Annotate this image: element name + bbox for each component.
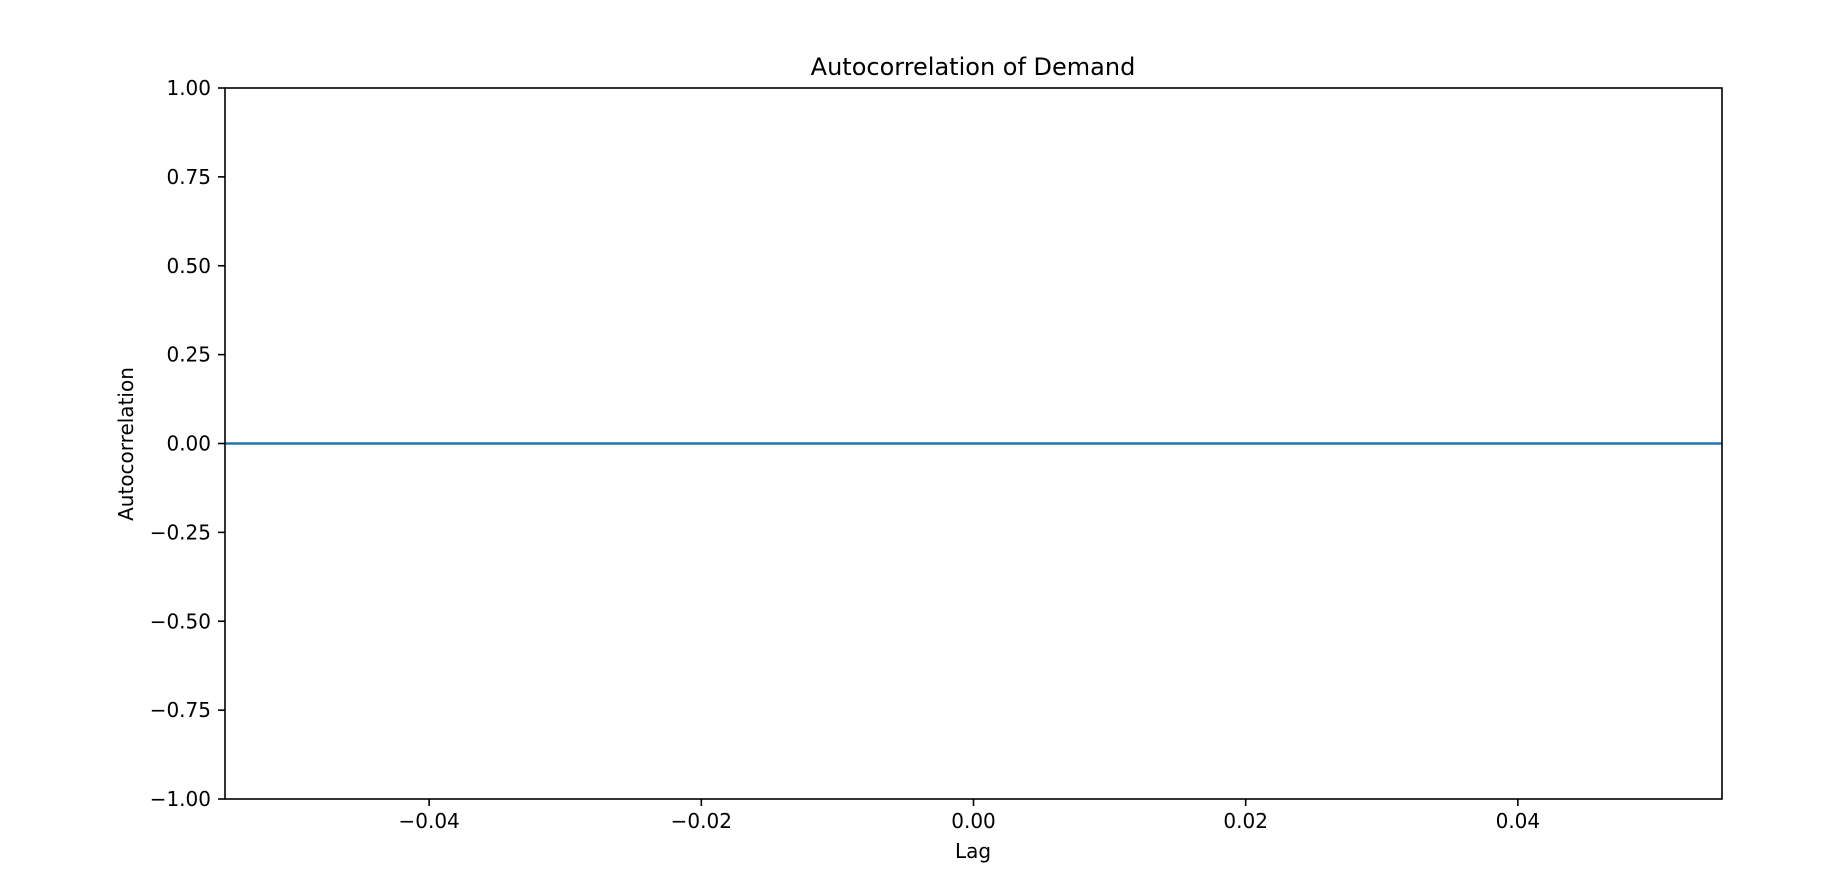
- x-tick-label: 0.00: [951, 809, 996, 833]
- y-tick-label: −1.00: [150, 787, 211, 811]
- x-tick-label: 0.02: [1223, 809, 1268, 833]
- y-tick-label: −0.75: [150, 698, 211, 722]
- x-axis: −0.04 −0.02 0.00 0.02 0.04: [398, 799, 1540, 833]
- y-tick-label: 0.25: [166, 343, 211, 367]
- y-axis: 1.00 0.75 0.50 0.25 0.00 −0.25 −0.50 −0.75 −1.00: [150, 76, 225, 811]
- x-tick-label: 0.04: [1496, 809, 1541, 833]
- y-tick-label: 0.50: [166, 254, 211, 278]
- y-tick-label: −0.50: [150, 609, 211, 633]
- y-tick-label: 0.75: [166, 165, 211, 189]
- y-tick-label: −0.25: [150, 520, 211, 544]
- chart-title: Autocorrelation of Demand: [811, 53, 1136, 81]
- x-axis-label: Lag: [955, 839, 991, 863]
- y-tick-label: 1.00: [166, 76, 211, 100]
- y-axis-label: Autocorrelation: [114, 367, 138, 521]
- y-tick-label: 0.00: [166, 432, 211, 456]
- x-tick-label: −0.02: [671, 809, 732, 833]
- x-tick-label: −0.04: [398, 809, 459, 833]
